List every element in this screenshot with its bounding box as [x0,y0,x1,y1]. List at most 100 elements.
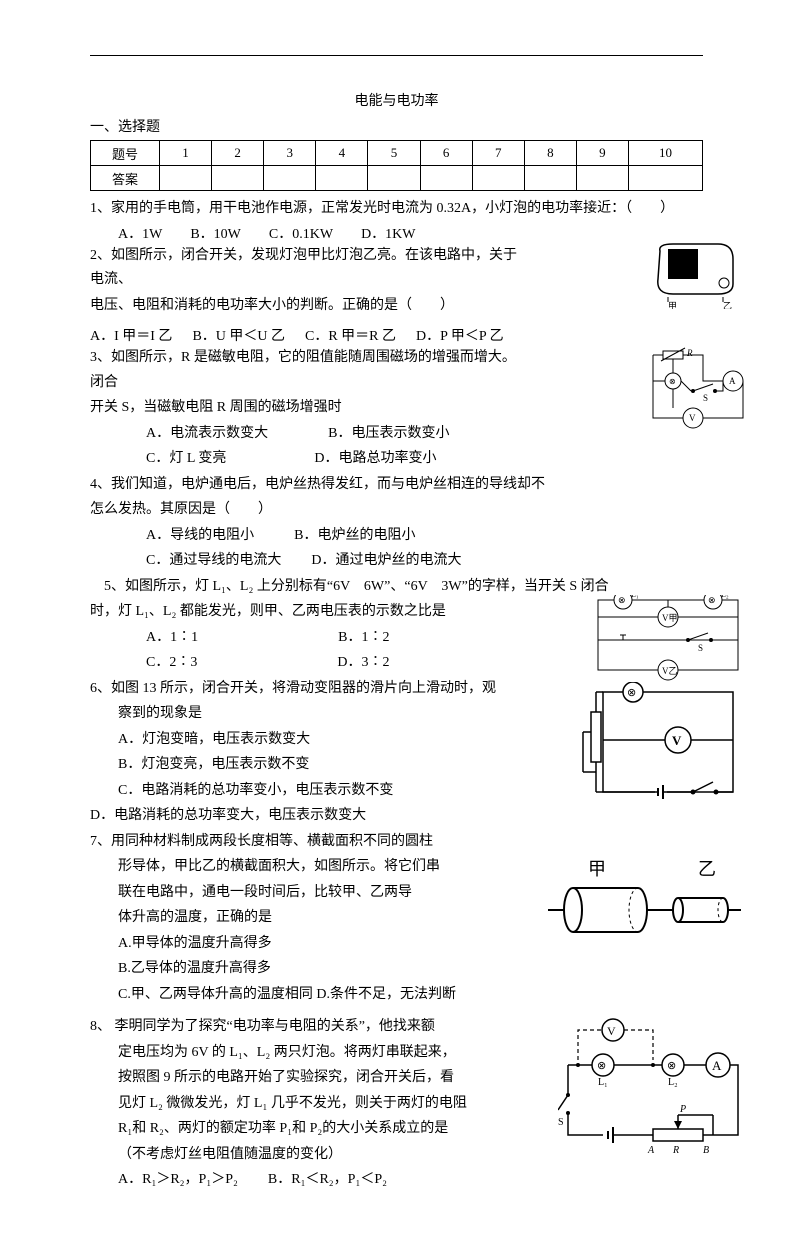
q7-line2: 形导体，甲比乙的横截面积大，如图所示。将它们串 [90,855,538,880]
q2-line1: 2、如图所示，闭合开关，发现灯泡甲比灯泡乙亮。在该电路中，关于电流、 [90,244,520,293]
q5-figure: ⊗ L₁ ⊗ L₂ V甲 S V乙 [593,595,743,685]
svg-text:V甲: V甲 [662,613,678,623]
q6-b: B．灯泡变亮，电压表示数不变 [90,753,538,778]
svg-text:⊗: ⊗ [627,687,636,699]
svg-text:L₁: L₁ [631,595,639,599]
svg-text:⊗: ⊗ [708,595,716,605]
q6-d: D．电路消耗的总功率变大，电压表示数变大 [90,804,703,829]
q6-a: A．灯泡变暗，电压表示数变大 [90,728,538,753]
svg-text:⊗: ⊗ [597,1060,606,1072]
svg-text:R: R [686,348,693,358]
opt-d: D．3∶2 [337,655,389,670]
opt-d: D．通过电炉丝的电流大 [311,553,461,568]
svg-text:甲: 甲 [588,860,606,879]
svg-text:S: S [558,1117,564,1128]
svg-text:R: R [672,1145,679,1155]
q7-figure: 甲 乙 [543,860,743,940]
col-num: 2 [212,141,264,166]
q3-line1: 3、如图所示，R 是磁敏电阻，它的阻值能随周围磁场的增强而增大。闭合 [90,346,520,395]
q7-line1: 7、用同种材料制成两段长度相等、横截面积不同的圆柱 [90,830,510,855]
svg-text:⊗: ⊗ [667,1060,676,1072]
svg-text:乙: 乙 [698,860,716,879]
q6-line2: 察到的现象是 [90,702,538,727]
svg-text:甲: 甲 [668,301,677,309]
svg-text:A: A [729,376,736,386]
opt-c: C．2∶3 [146,655,197,670]
opt-b: B．电炉丝的电阻小 [294,528,415,543]
q8-line4: 见灯 L₂ 微微发光，灯 L₁ 几乎不发光，则关于两灯的电阻 [90,1092,538,1117]
svg-text:L₂: L₂ [668,1077,678,1088]
opt-d: D．电路总功率变小 [314,451,436,466]
q7-line3: 联在电路中，通电一段时间后，比较甲、乙两导 [90,881,538,906]
section-1-heading: 一、选择题 [90,116,703,136]
svg-text:S: S [703,393,708,403]
col-num: 8 [524,141,576,166]
opt-b: B．电压表示数变小 [328,426,449,441]
q3-line2: 开关 S，当磁敏电阻 R 周围的磁场增强时 [90,396,520,421]
col-num: 1 [160,141,212,166]
svg-text:L₂: L₂ [721,595,729,599]
q7-line4: 体升高的温度，正确的是 [90,906,538,931]
row-label: 题号 [91,141,160,166]
q8-line2: 定电压均为 6V 的 L₁、L₂ 两只灯泡。将两灯串联起来， [90,1041,538,1066]
q2-line2: 电压、电阻和消耗的电功率大小的判断。正确的是（ ） [90,294,520,319]
table-row: 答案 [91,166,703,191]
q8-line1: 8、 李明同学为了探究“电功率与电阻的关系”，他找来额 [90,1015,510,1040]
row-label: 答案 [91,166,160,191]
q7-c: C.甲、乙两导体升高的温度相同 D.条件不足，无法判断 [90,983,703,1008]
svg-text:⊗: ⊗ [669,377,676,386]
q5-line2: 时，灯 L₁、L₂ 都能发光，则甲、乙两电压表的示数之比是 [90,600,510,625]
opt-a: A．I 甲＝I 乙 [90,325,172,345]
q3-figure: R ⊗ S A V [643,346,753,436]
svg-text:S: S [698,643,703,653]
opt-a: A．导线的电阻小 [146,528,254,543]
q6-figure: ⊗ V [573,682,743,802]
answer-table: 题号 1 2 3 4 5 6 7 8 9 10 答案 [90,140,703,191]
opt-c: C．R 甲＝R 乙 [305,325,396,345]
col-num: 5 [368,141,420,166]
opt-b: B．U 甲＜U 乙 [192,325,285,345]
table-row: 题号 1 2 3 4 5 6 7 8 9 10 [91,141,703,166]
opt-c: C．0.1KW [269,223,333,243]
opt-c: C．通过导线的电流大 [146,553,281,568]
opt-a: A．电流表示数变大 [146,426,268,441]
q2-options: A．I 甲＝I 乙 B．U 甲＜U 乙 C．R 甲＝R 乙 D．P 甲＜P 乙 [90,325,703,345]
svg-text:V: V [607,1024,616,1038]
col-num: 6 [420,141,472,166]
q8-line5: R₁和 R₂、两灯的额定功率 P₁和 P₂的大小关系成立的是 [90,1117,538,1142]
svg-text:A: A [712,1058,722,1073]
col-num: 10 [628,141,702,166]
opt-c: C．灯 L 变亮 [146,451,226,466]
q7-b: B.乙导体的温度升高得多 [90,957,703,982]
opt-d: D．P 甲＜P 乙 [416,325,504,345]
opt-d: D．1KW [361,223,415,243]
opt-b: B．1∶2 [338,630,389,645]
page-title: 电能与电功率 [90,90,703,110]
q8-line6: （不考虑灯丝电阻值随温度的变化） [90,1143,538,1168]
svg-text:V: V [672,733,682,748]
q6-c: C．电路消耗的总功率变小，电压表示数不变 [90,779,538,804]
q8-line3: 按照图 9 所示的电路开始了实验探究，闭合开关后，看 [90,1066,538,1091]
svg-text:V乙: V乙 [662,666,678,676]
svg-text:⊗: ⊗ [618,595,626,605]
top-rule [90,55,703,56]
col-num: 9 [576,141,628,166]
svg-text:A: A [647,1145,655,1155]
svg-text:L₁: L₁ [598,1077,608,1088]
q2-figure: 甲 乙 [648,239,743,309]
svg-text:B: B [703,1145,709,1155]
svg-text:P: P [679,1104,686,1115]
q4-line1: 4、我们知道，电炉通电后，电炉丝热得发红，而与电炉丝相连的导线却不 [90,473,703,498]
col-num: 3 [264,141,316,166]
opt-b: B．R₁＜R₂，P₁＜P₂ [268,1172,387,1187]
q8-figure: V ⊗ L₁ ⊗ L₂ A S P A R B [558,1015,748,1155]
q1-text: 1、家用的手电筒，用干电池作电源，正常发光时电流为 0.32A，小灯泡的电功率接… [90,197,703,222]
opt-b: B．10W [190,223,241,243]
q4-line2: 怎么发热。其原因是（ ） [90,498,703,523]
svg-text:V: V [689,413,696,423]
opt-a: A．1∶1 [146,630,198,645]
col-num: 7 [472,141,524,166]
opt-a: A．R₁＞R₂，P₁＞P₂ [118,1172,238,1187]
svg-text:乙: 乙 [723,301,732,309]
q6-line1: 6、如图 13 所示，闭合开关，将滑动变阻器的滑片向上滑动时，观 [90,677,510,702]
